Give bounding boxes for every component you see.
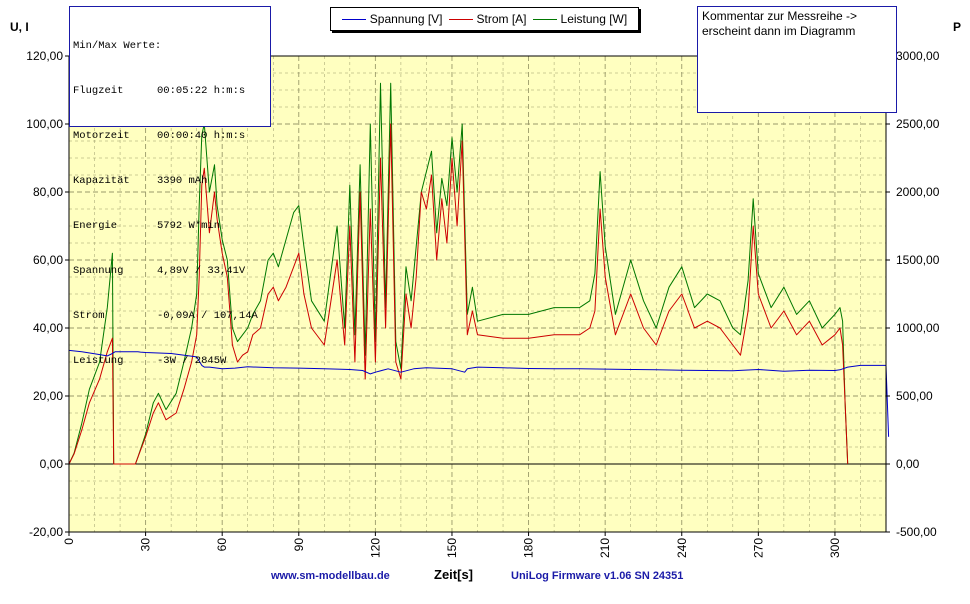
right-tick-label: 2000,00 — [896, 185, 940, 199]
left-tick-label: 40,00 — [33, 321, 63, 335]
comment-line-1: Kommentar zur Messreihe -> — [702, 9, 858, 23]
right-axis-ticks: 3000,00 2500,00 2000,00 1500,00 1000,00 500,0… — [886, 49, 940, 539]
legend-item-current: Strom [A] — [448, 12, 527, 26]
series-group — [68, 82, 890, 465]
info-row-kapazitaet: Kapazität 3390 mAh — [73, 174, 267, 189]
right-tick-label: 2500,00 — [896, 117, 940, 131]
left-tick-label: -20,00 — [29, 525, 63, 539]
info-key: Energie — [73, 220, 118, 232]
info-value: 00:00:40 h:m:s — [157, 130, 246, 142]
right-tick-label: -500,00 — [896, 525, 937, 539]
info-key: Flugzeit — [73, 85, 124, 97]
legend-item-power: Leistung [W] — [532, 12, 628, 26]
x-tick-label: 270 — [751, 538, 765, 558]
series-line-spannung — [68, 349, 890, 437]
legend-label-current: Strom [A] — [476, 12, 527, 26]
min-max-info-box: Min/Max Werte: Flugzeit 00:05:22 h:m:s Mo… — [69, 6, 271, 367]
info-row-energie: Energie 5792 W*min — [73, 219, 267, 234]
info-value: -0,09A / 107,14A — [157, 310, 258, 322]
left-tick-label: 80,00 — [33, 185, 63, 199]
x-tick-label: 180 — [522, 538, 536, 558]
series-line-leistung — [68, 82, 849, 465]
x-tick-label: 120 — [368, 538, 382, 558]
info-key: Kapazität — [73, 175, 130, 187]
info-key: Strom — [73, 310, 105, 322]
info-box-title: Min/Max Werte: — [73, 40, 162, 52]
info-key: Spannung — [73, 265, 124, 277]
info-row-flugzeit: Flugzeit 00:05:22 h:m:s — [73, 84, 267, 99]
info-key: Leistung — [73, 355, 124, 367]
info-row-strom: Strom -0,09A / 107,14A — [73, 309, 267, 324]
info-row-leistung: Leistung -3W / 2845W — [73, 354, 267, 369]
firmware-info: UniLog Firmware v1.06 SN 24351 — [511, 570, 684, 582]
left-axis-ticks: 120,00 100,00 80,00 60,00 40,00 20,00 0,00 -20,… — [26, 49, 69, 539]
right-tick-label: 3000,00 — [896, 49, 940, 63]
left-tick-label: 0,00 — [40, 457, 64, 471]
legend-swatch-current — [448, 18, 473, 20]
x-tick-label: 0 — [62, 538, 76, 545]
x-axis-label: Zeit[s] — [434, 567, 473, 582]
x-tick-label: 90 — [292, 538, 306, 552]
info-value: 3390 mAh — [157, 175, 208, 187]
info-row-motorzeit: Motorzeit 00:00:40 h:m:s — [73, 129, 267, 144]
left-tick-label: 120,00 — [26, 49, 63, 63]
right-tick-label: 0,00 — [896, 457, 920, 471]
info-key: Motorzeit — [73, 130, 130, 142]
comment-box: Kommentar zur Messreihe -> erscheint dan… — [697, 6, 897, 113]
y-axis-left-label: U, I — [10, 20, 29, 34]
right-tick-label: 500,00 — [896, 389, 933, 403]
info-row-spannung: Spannung 4,89V / 33,41V — [73, 264, 267, 279]
y-axis-right-label: P — [953, 20, 962, 34]
x-tick-label: 30 — [139, 538, 153, 552]
plot-border — [68, 55, 887, 533]
left-tick-label: 20,00 — [33, 389, 63, 403]
right-tick-label: 1000,00 — [896, 321, 940, 335]
right-tick-label: 1500,00 — [896, 253, 940, 267]
info-value: 4,89V / 33,41V — [157, 265, 246, 277]
info-value: -3W / 2845W — [157, 355, 227, 367]
x-tick-label: 210 — [598, 538, 612, 558]
x-axis-ticks: 0 30 60 90 120 150 180 210 240 270 300 — [62, 532, 842, 558]
legend-item-voltage: Spannung [V] — [341, 12, 443, 26]
legend-label-voltage: Spannung [V] — [369, 12, 443, 26]
website-link[interactable]: www.sm-modellbau.de — [271, 570, 390, 582]
left-tick-label: 60,00 — [33, 253, 63, 267]
x-tick-label: 60 — [215, 538, 229, 552]
x-tick-label: 240 — [675, 538, 689, 558]
x-tick-label: 150 — [445, 538, 459, 558]
info-value: 00:05:22 h:m:s — [157, 85, 246, 97]
info-value: 5792 W*min — [157, 220, 221, 232]
legend-swatch-power — [532, 18, 557, 20]
legend: Spannung [V] Strom [A] Leistung [W] — [330, 7, 639, 31]
x-tick-label: 300 — [828, 538, 842, 558]
legend-swatch-voltage — [341, 18, 366, 20]
left-tick-label: 100,00 — [26, 117, 63, 131]
legend-label-power: Leistung [W] — [560, 12, 628, 26]
series-line-strom — [68, 123, 849, 465]
comment-line-2: erscheint dann im Diagramm — [702, 24, 856, 38]
